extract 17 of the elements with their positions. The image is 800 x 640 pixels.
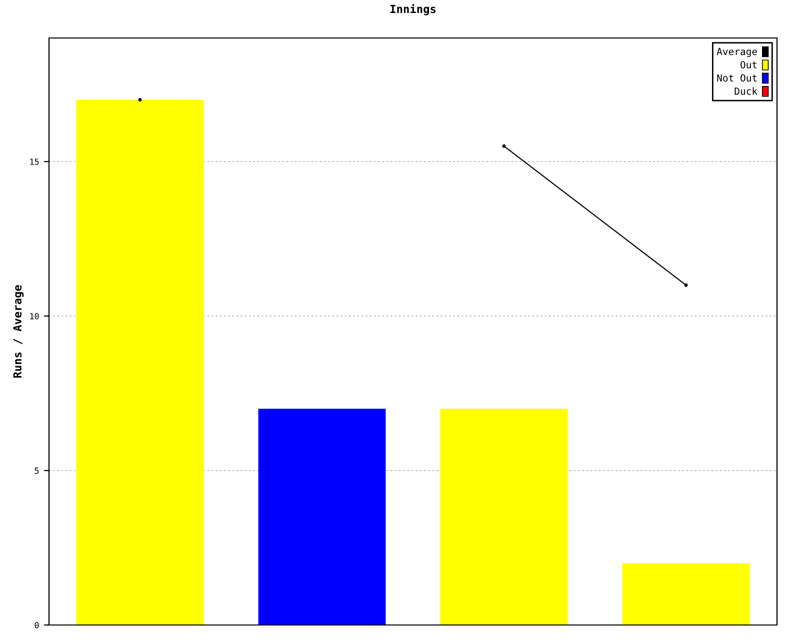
chart-title: Innings (390, 4, 436, 16)
legend-label: Average (716, 48, 757, 58)
bar (76, 100, 204, 625)
point (138, 98, 142, 102)
legend-label: Not Out (717, 74, 757, 82)
y-tick-label: 5 (34, 468, 39, 474)
y-tick-label: 0 (34, 622, 39, 628)
y-axis-title: Runs / Average (13, 285, 24, 378)
bar (440, 408, 568, 625)
point (502, 144, 506, 148)
y-tick-label: 15 (30, 158, 39, 165)
bar (622, 563, 750, 625)
point (684, 283, 688, 287)
bar (258, 408, 386, 625)
legend-label: Duck (734, 87, 758, 95)
legend-label: Out (740, 61, 757, 68)
y-tick-label: 10 (30, 313, 39, 320)
